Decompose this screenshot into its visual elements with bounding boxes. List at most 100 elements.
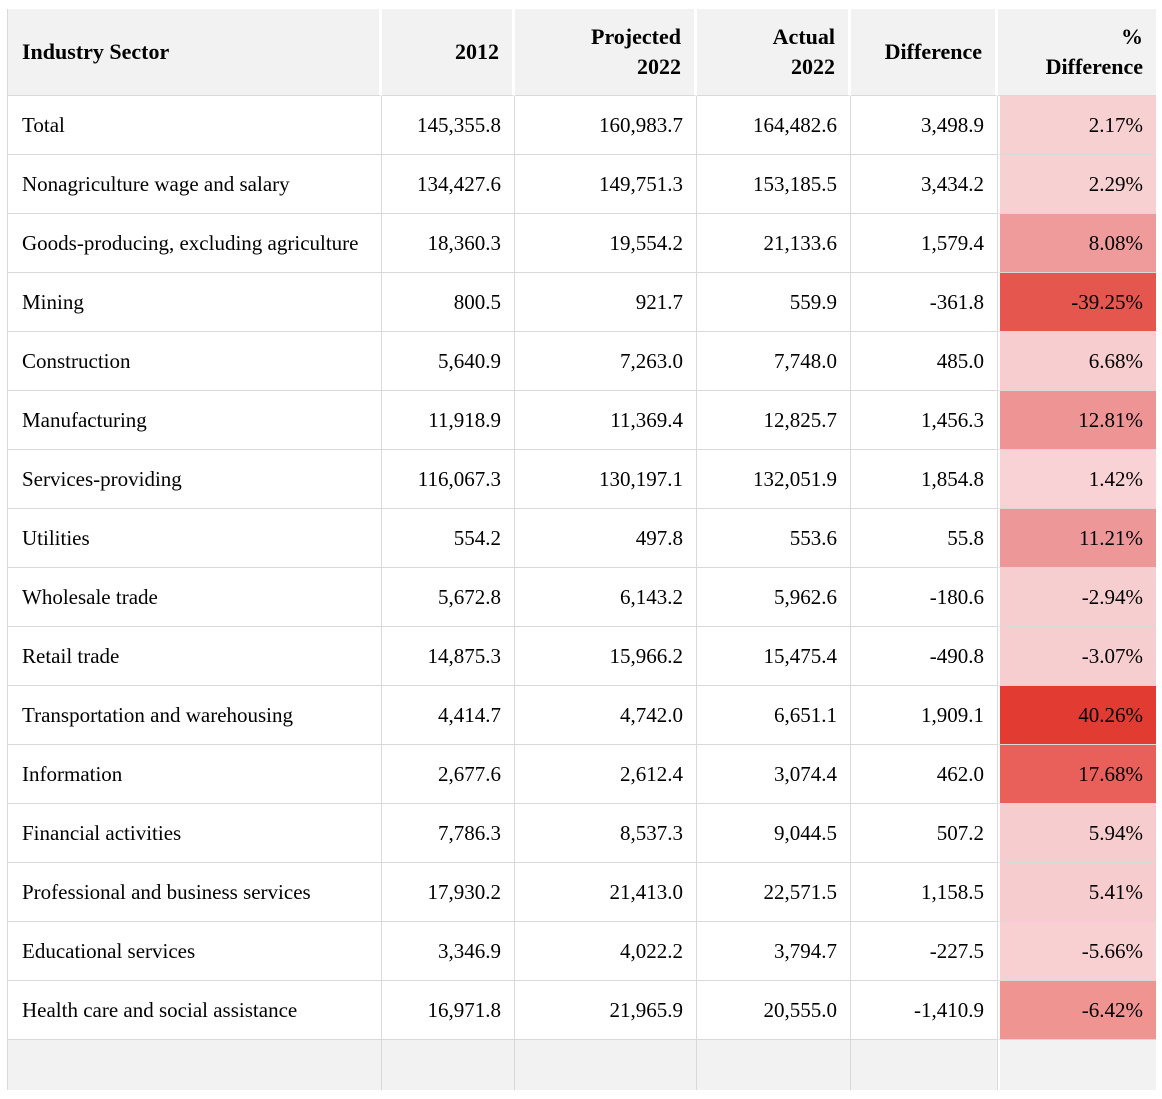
cell-y2012: 17,930.2 — [382, 863, 515, 922]
cell-difference: 55.8 — [851, 509, 998, 568]
cell-actual2022: 132,051.9 — [697, 450, 851, 509]
column-header-label-line: Projected — [591, 24, 681, 49]
cell-actual2022: 12,825.7 — [697, 391, 851, 450]
table-row: Information 2,677.6 2,612.4 3,074.4 462.0 17.… — [8, 745, 1156, 804]
cell-actual2022: 164,482.6 — [697, 96, 851, 155]
cell-pct_difference: 2.17% — [998, 96, 1156, 155]
cell-sector: Transportation and warehousing — [8, 686, 382, 745]
cell-sector: Health care and social assistance — [8, 981, 382, 1040]
cell-pct_difference: 17.68% — [998, 745, 1156, 804]
table-row: Financial activities 7,786.3 8,537.3 9,044.… — [8, 804, 1156, 863]
column-header-actual2022: Actual 2022 — [697, 9, 851, 96]
cell-actual2022: 5,962.6 — [697, 568, 851, 627]
cell-proj2022: 130,197.1 — [515, 450, 697, 509]
cell-sector: Wholesale trade — [8, 568, 382, 627]
industry-projections-table: Industry Sector 2012 Projected 2022 Actual 20… — [7, 9, 1156, 1090]
cell-actual2022: 15,475.4 — [697, 627, 851, 686]
cell-difference: -361.8 — [851, 273, 998, 332]
cell-sector: Total — [8, 96, 382, 155]
column-header-label-line: Difference — [1045, 54, 1143, 79]
cell-y2012: 18,360.3 — [382, 214, 515, 273]
column-header-label-line: Industry Sector — [22, 39, 170, 64]
cell-sector: Manufacturing — [8, 391, 382, 450]
cell-proj2022: 21,965.9 — [515, 981, 697, 1040]
cell-y2012: 134,427.6 — [382, 155, 515, 214]
table-row: Goods-producing, excluding agriculture 18… — [8, 214, 1156, 273]
cell-actual2022: 153,185.5 — [697, 155, 851, 214]
cell-y2012: 16,971.8 — [382, 981, 515, 1040]
column-header-label-line: 2022 — [791, 54, 835, 79]
cell-difference: 1,909.1 — [851, 686, 998, 745]
cell-difference: 1,854.8 — [851, 450, 998, 509]
cell-difference: 1,579.4 — [851, 214, 998, 273]
table-header-row: Industry Sector 2012 Projected 2022 Actual 20… — [8, 9, 1156, 96]
column-header-y2012: 2012 — [382, 9, 515, 96]
cell-proj2022: 160,983.7 — [515, 96, 697, 155]
cell-difference: 3,498.9 — [851, 96, 998, 155]
table-row: Manufacturing 11,918.9 11,369.4 12,825.7 1,4… — [8, 391, 1156, 450]
cell-sector: Educational services — [8, 922, 382, 981]
cell-proj2022: 21,413.0 — [515, 863, 697, 922]
cell-difference: -180.6 — [851, 568, 998, 627]
partial-cell-sector — [8, 1040, 382, 1090]
cell-sector: Goods-producing, excluding agriculture — [8, 214, 382, 273]
cell-actual2022: 3,074.4 — [697, 745, 851, 804]
cell-actual2022: 6,651.1 — [697, 686, 851, 745]
cell-pct_difference: -6.42% — [998, 981, 1156, 1040]
cell-sector: Services-providing — [8, 450, 382, 509]
cell-sector: Financial activities — [8, 804, 382, 863]
cell-difference: -490.8 — [851, 627, 998, 686]
table-row: Health care and social assistance 16,971.… — [8, 981, 1156, 1040]
cell-actual2022: 3,794.7 — [697, 922, 851, 981]
cell-proj2022: 4,022.2 — [515, 922, 697, 981]
cell-pct_difference: 6.68% — [998, 332, 1156, 391]
cell-proj2022: 11,369.4 — [515, 391, 697, 450]
cell-proj2022: 497.8 — [515, 509, 697, 568]
cell-proj2022: 2,612.4 — [515, 745, 697, 804]
cell-sector: Mining — [8, 273, 382, 332]
cell-y2012: 116,067.3 — [382, 450, 515, 509]
column-header-label-line: 2012 — [455, 39, 499, 64]
cell-pct_difference: -3.07% — [998, 627, 1156, 686]
cell-difference: -227.5 — [851, 922, 998, 981]
cell-actual2022: 22,571.5 — [697, 863, 851, 922]
partial-cell-pct_difference — [998, 1040, 1156, 1090]
cell-difference: 462.0 — [851, 745, 998, 804]
cell-pct_difference: -39.25% — [998, 273, 1156, 332]
cell-proj2022: 921.7 — [515, 273, 697, 332]
table-row: Utilities 554.2 497.8 553.6 55.8 11.21% — [8, 509, 1156, 568]
cell-y2012: 7,786.3 — [382, 804, 515, 863]
cell-proj2022: 7,263.0 — [515, 332, 697, 391]
cell-y2012: 554.2 — [382, 509, 515, 568]
column-header-label-line: 2022 — [637, 54, 681, 79]
cell-pct_difference: 8.08% — [998, 214, 1156, 273]
cell-y2012: 2,677.6 — [382, 745, 515, 804]
table-row: Construction 5,640.9 7,263.0 7,748.0 485.0 6.… — [8, 332, 1156, 391]
cell-actual2022: 20,555.0 — [697, 981, 851, 1040]
cell-difference: 507.2 — [851, 804, 998, 863]
cell-y2012: 3,346.9 — [382, 922, 515, 981]
cell-proj2022: 4,742.0 — [515, 686, 697, 745]
cell-actual2022: 559.9 — [697, 273, 851, 332]
cell-actual2022: 9,044.5 — [697, 804, 851, 863]
cell-sector: Nonagriculture wage and salary — [8, 155, 382, 214]
cell-actual2022: 7,748.0 — [697, 332, 851, 391]
column-header-proj2022: Projected 2022 — [515, 9, 697, 96]
table-row: Educational services 3,346.9 4,022.2 3,794.… — [8, 922, 1156, 981]
column-header-difference: Difference — [851, 9, 998, 96]
table-row: Mining 800.5 921.7 559.9 -361.8 -39.25% — [8, 273, 1156, 332]
partial-cell-y2012 — [382, 1040, 515, 1090]
cell-difference: 485.0 — [851, 332, 998, 391]
cell-y2012: 800.5 — [382, 273, 515, 332]
cell-y2012: 14,875.3 — [382, 627, 515, 686]
column-header-label-line: % — [1121, 24, 1143, 49]
cell-pct_difference: -2.94% — [998, 568, 1156, 627]
cell-pct_difference: 11.21% — [998, 509, 1156, 568]
column-header-label-line: Actual — [772, 24, 835, 49]
cell-sector: Professional and business services — [8, 863, 382, 922]
table-row: Professional and business services 17,930… — [8, 863, 1156, 922]
cell-pct_difference: -5.66% — [998, 922, 1156, 981]
cell-actual2022: 553.6 — [697, 509, 851, 568]
cell-proj2022: 19,554.2 — [515, 214, 697, 273]
table-row: Wholesale trade 5,672.8 6,143.2 5,962.6 -180… — [8, 568, 1156, 627]
